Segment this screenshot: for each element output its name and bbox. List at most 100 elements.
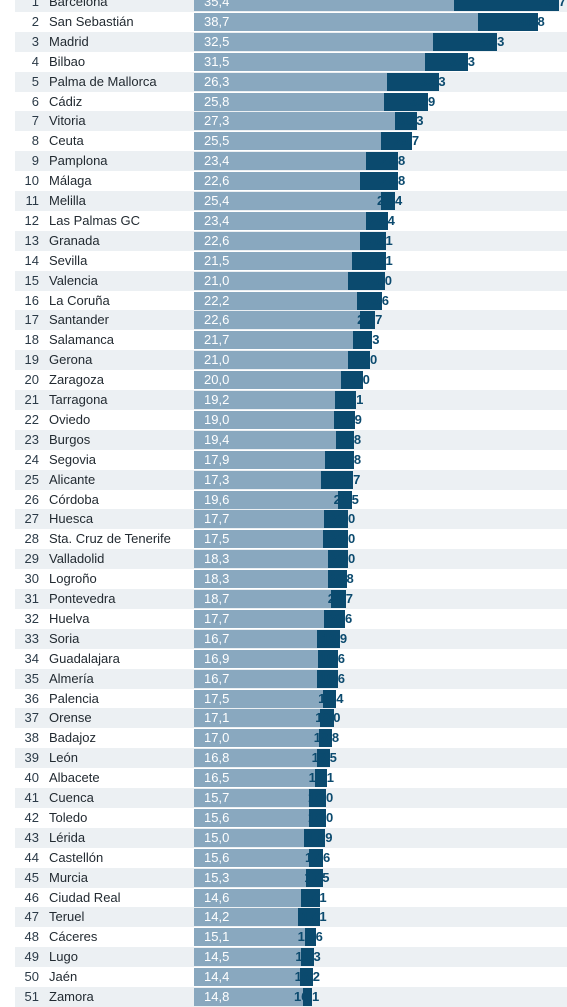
bar-series-a [194, 550, 329, 569]
data-label-series-a: 38,7 [204, 13, 230, 29]
rank-label: 22 [24, 411, 39, 427]
chart-row: 20 Zaragoza 20,0 23,0 [15, 370, 567, 390]
bar-series-a [194, 192, 381, 210]
data-label-series-a: 16,8 [204, 750, 230, 766]
data-label-series-a: 21,0 [204, 352, 230, 368]
chart-row: 28 Sta. Cruz de Tenerife 17,5 21,0 [15, 529, 567, 549]
data-label-series-b: 27,8 [379, 153, 406, 169]
chart-row: 49 Lugo 14,5 16,3 [15, 947, 567, 968]
rank-label: 46 [24, 889, 39, 905]
data-label-series-b: 20,6 [326, 610, 353, 626]
rank-label: 9 [31, 153, 39, 169]
category-label: Soria [49, 630, 80, 646]
rank-label: 37 [24, 710, 39, 726]
chart-row: 22 Oviedo 19,0 21,9 [15, 410, 567, 430]
data-label-series-b: 33,3 [420, 73, 446, 89]
data-label-series-a: 32,5 [204, 33, 230, 49]
data-label-series-a: 17,9 [204, 451, 230, 467]
chart-row: 9 Pamplona 23,4 27,8 [15, 151, 567, 172]
rank-label: 16 [24, 292, 39, 308]
rank-label: 34 [24, 650, 39, 666]
data-label-series-a: 19,6 [204, 491, 230, 507]
rank-label: 28 [24, 531, 39, 547]
data-label-series-a: 22,6 [204, 173, 230, 189]
rank-label: 3 [31, 33, 39, 49]
rank-label: 45 [24, 869, 39, 885]
category-label: Huelva [49, 610, 90, 626]
rank-label: 7 [31, 113, 39, 129]
data-label-series-a: 20,0 [204, 372, 230, 388]
rank-label: 6 [31, 93, 39, 109]
chart-row: 40 Albacete 16,5 18,1 [15, 768, 567, 788]
bar-series-a [194, 808, 309, 827]
bar-series-a [194, 928, 305, 947]
data-label-series-b: 21,5 [333, 491, 359, 507]
chart-row: 26 Córdoba 19,6 21,5 [15, 490, 567, 510]
bar-series-a [194, 769, 316, 788]
category-label: Cáceres [49, 929, 98, 945]
data-label-series-b: 24,0 [351, 352, 378, 368]
data-label-series-b: 21,7 [335, 471, 361, 487]
category-label: Oviedo [49, 411, 91, 427]
chart-row: 16 La Coruña 22,2 25,6 [15, 291, 567, 311]
data-label-series-a: 22,6 [204, 232, 230, 248]
data-label-series-a: 15,6 [204, 849, 230, 865]
data-label-series-b: 26,1 [367, 232, 393, 248]
data-label-series-b: 19,4 [318, 690, 344, 706]
category-label: Alicante [49, 471, 96, 487]
rank-label: 14 [24, 252, 39, 268]
category-label: Albacete [49, 770, 100, 786]
data-label-series-a: 19,0 [204, 411, 230, 427]
bar-series-a [194, 12, 479, 31]
data-label-series-a: 25,5 [204, 133, 230, 149]
rank-label: 11 [25, 193, 40, 208]
rank-label: 13 [24, 232, 39, 248]
category-label: Almería [49, 670, 94, 686]
data-label-series-b: 26,4 [369, 212, 395, 228]
rank-label: 33 [24, 630, 39, 646]
rank-label: 26 [24, 491, 39, 507]
rank-label: 30 [24, 571, 39, 587]
data-label-series-b: 19,0 [315, 710, 341, 726]
chart-row: 46 Ciudad Real 14,6 17,1 [15, 888, 567, 908]
chart-row: 6 Cádiz 25,8 31,9 [15, 92, 567, 112]
rank-label: 42 [24, 809, 39, 825]
rank-label: 27 [24, 511, 39, 527]
bar-series-a [194, 52, 426, 71]
data-label-series-a: 14,5 [204, 949, 230, 965]
data-label-series-b: 19,6 [319, 670, 345, 686]
rank-label: 5 [31, 73, 39, 89]
category-label: Las Palmas GC [49, 212, 141, 228]
data-label-series-a: 26,3 [204, 73, 230, 89]
rank-label: 49 [24, 949, 39, 965]
rank-label: 50 [24, 969, 39, 985]
bar-series-a [194, 669, 317, 688]
data-label-series-a: 17,7 [204, 610, 230, 626]
bar-series-a [194, 351, 349, 370]
category-label: Zamora [49, 989, 94, 1004]
rank-label: 18 [24, 332, 39, 348]
chart-row: 35 Almería 16,7 19,6 [15, 668, 567, 689]
bar-series-a [194, 570, 329, 589]
data-label-series-a: 14,4 [204, 969, 230, 985]
data-label-series-b: 19,9 [321, 630, 348, 646]
data-label-series-b: 31,9 [409, 93, 436, 109]
chart-row: 15 Valencia 21,0 26,0 [15, 270, 567, 291]
bar-series-a [194, 510, 324, 529]
rank-label: 32 [24, 610, 39, 626]
chart-row: 29 Valladolid 18,3 21,0 [15, 549, 567, 570]
data-label-series-a: 15,0 [204, 829, 230, 845]
data-label-series-a: 17,3 [204, 471, 230, 487]
chart-row: 25 Alicante 17,3 21,7 [15, 469, 567, 490]
bar-series-a [194, 888, 302, 907]
data-label-series-b: 18,8 [313, 730, 340, 746]
data-label-series-b: 27,4 [376, 193, 403, 208]
chart-row: 50 Jaén 14,4 16,2 [15, 967, 567, 987]
rank-label: 12 [24, 212, 39, 228]
rank-label: 4 [31, 53, 39, 69]
bar-series-a [194, 211, 366, 230]
category-label: Córdoba [49, 491, 99, 507]
bar-series-a [194, 112, 395, 131]
chart-row: 11 Melilla 25,4 27,4 [15, 191, 567, 211]
